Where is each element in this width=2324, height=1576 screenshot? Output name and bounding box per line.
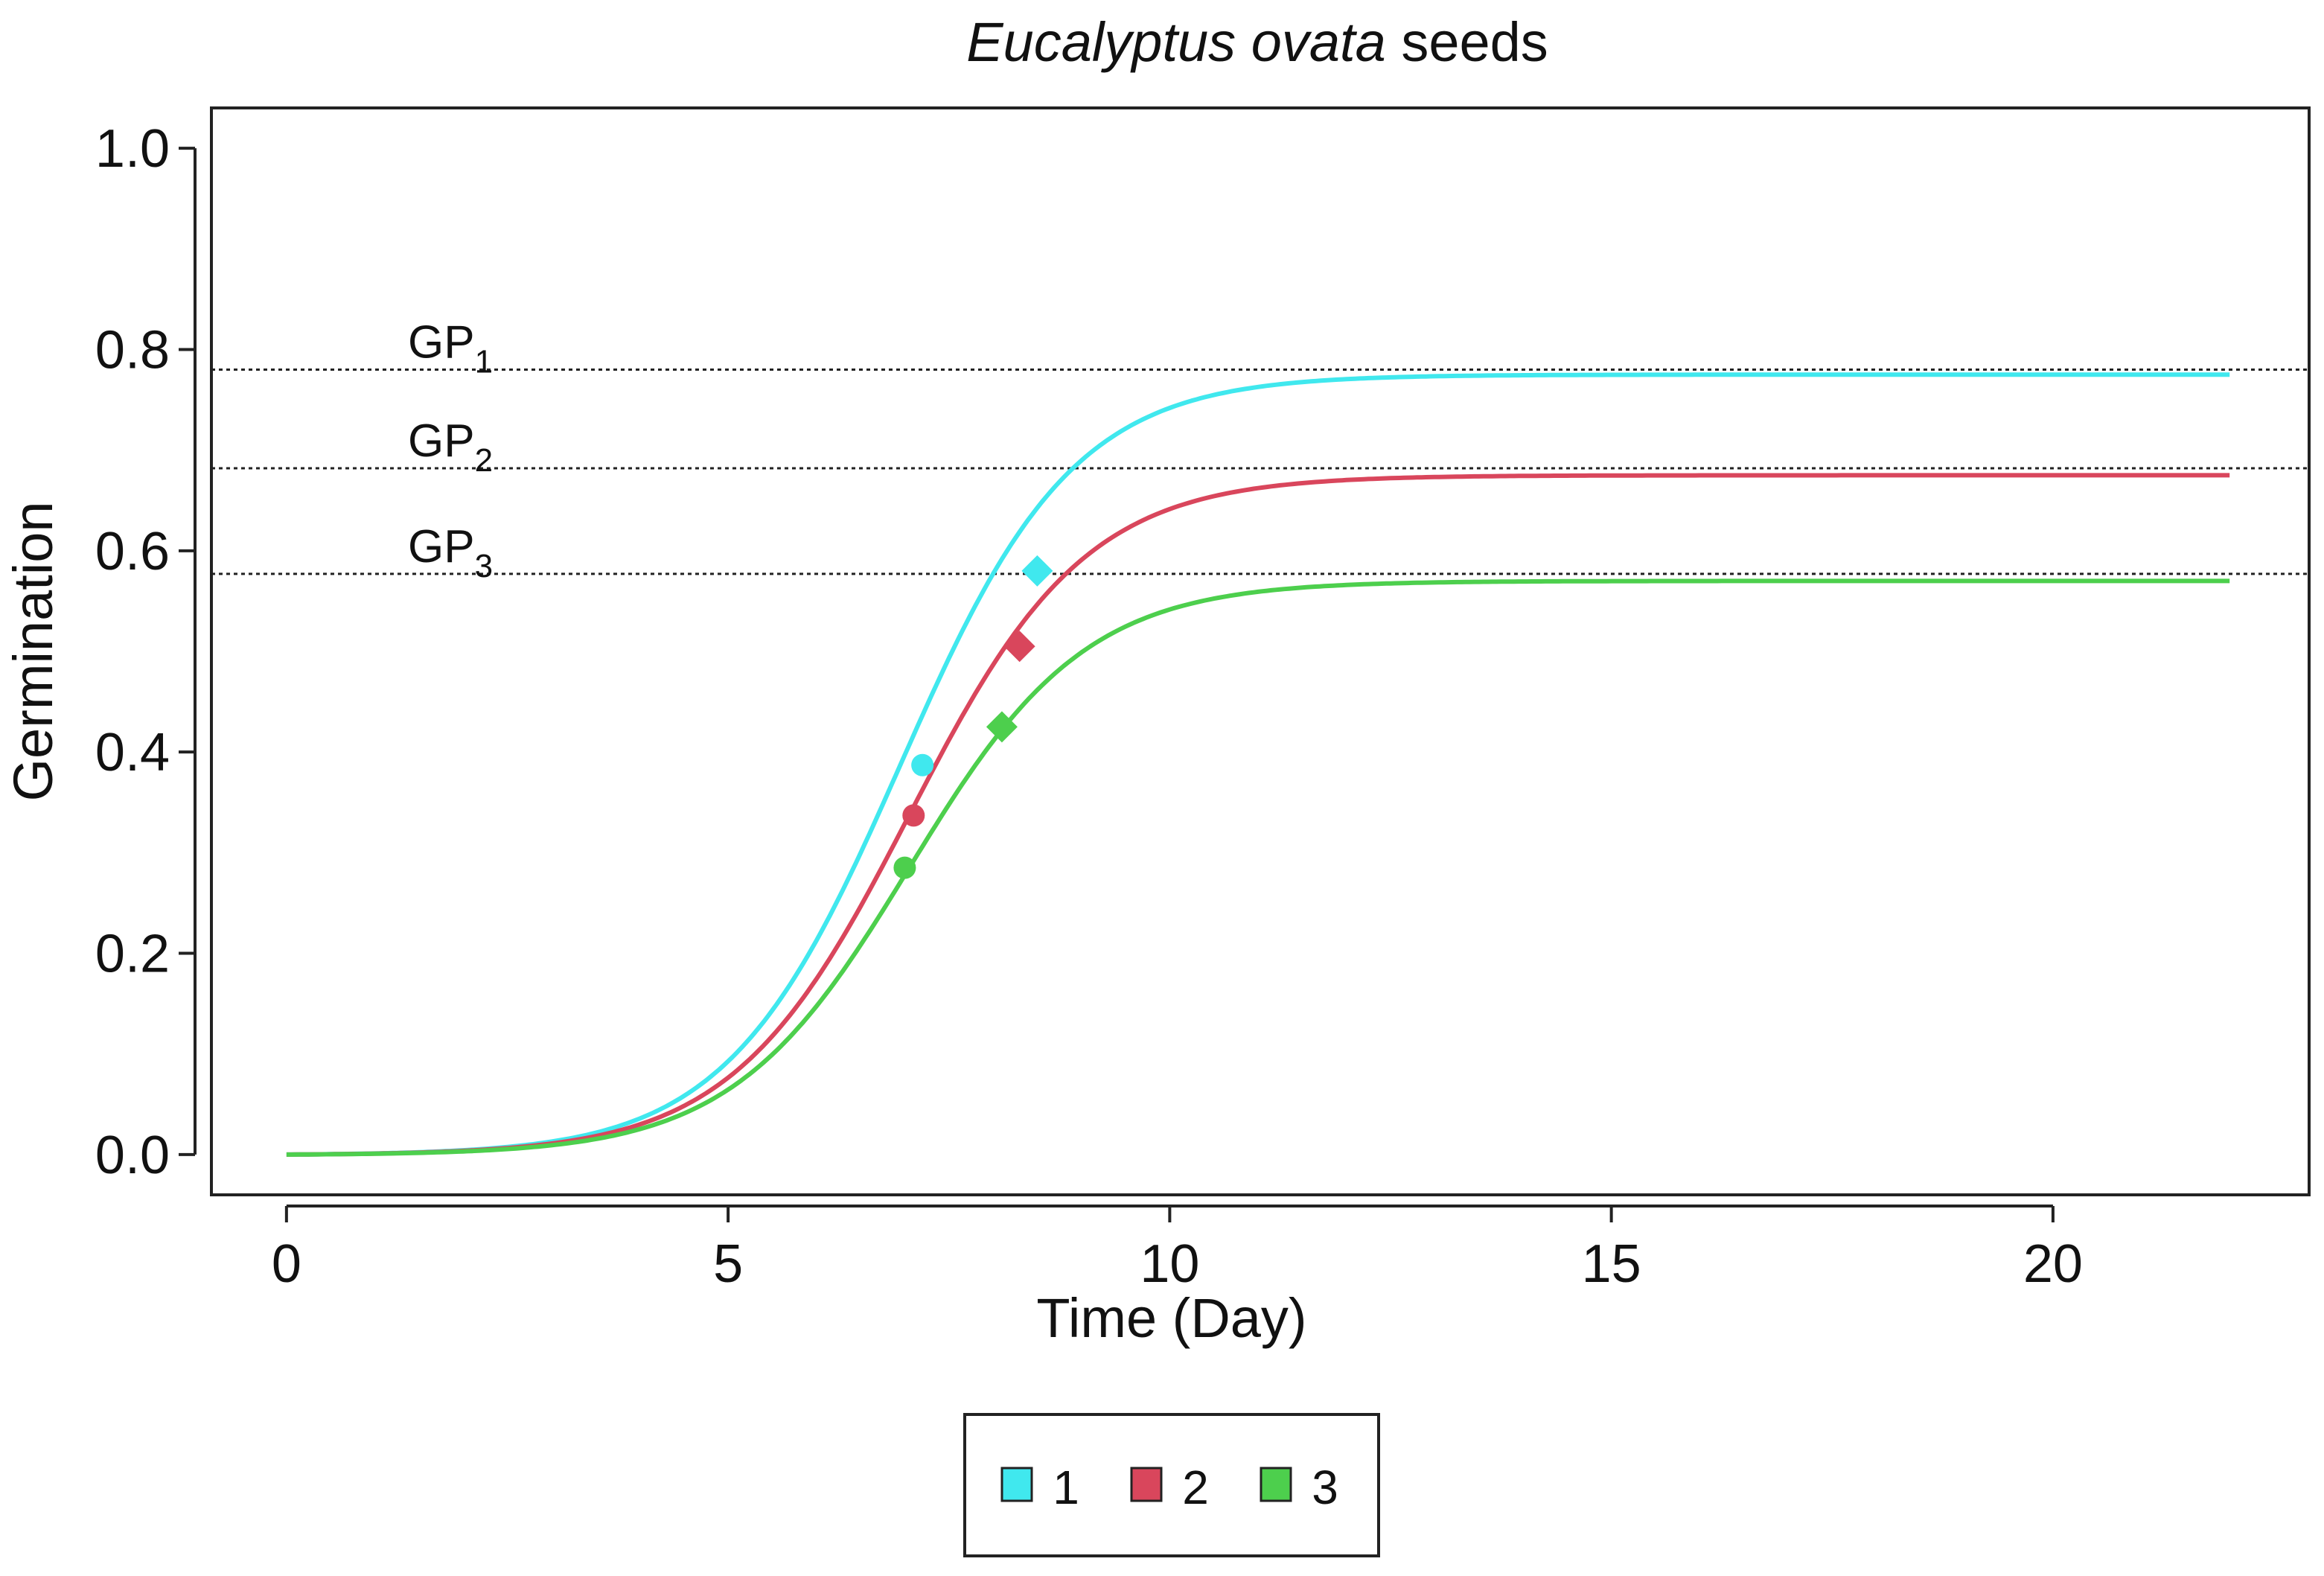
series-3-curve bbox=[286, 578, 2230, 1157]
gp-label-3: GP3 bbox=[408, 521, 493, 584]
legend-items: 1 2 3 bbox=[1000, 1461, 1338, 1514]
x-axis-label: Time (Day) bbox=[1036, 1287, 1306, 1349]
series-1-curve bbox=[286, 372, 2230, 1157]
series-1-circle-marker bbox=[911, 753, 934, 776]
chart-title: Eucalyptus ovata seeds bbox=[966, 11, 1548, 73]
series-3-diamond-marker bbox=[986, 711, 1018, 743]
gp-label-text: GP bbox=[408, 415, 475, 467]
y-tick-label: 0.8 bbox=[95, 320, 170, 380]
y-tick-label: 0.0 bbox=[95, 1126, 170, 1185]
gp-label-1: GP1 bbox=[408, 316, 493, 380]
legend: 1 2 3 bbox=[963, 1413, 1380, 1557]
gp-label-subscript: 3 bbox=[475, 548, 493, 584]
legend-label-2: 2 bbox=[1182, 1461, 1209, 1514]
axes: 0 5 10 15 20 0.0 0.2 0.4 0.6 0.8 1.0 bbox=[95, 119, 2083, 1294]
legend-box bbox=[963, 1413, 1380, 1557]
x-tick-label: 0 bbox=[272, 1234, 301, 1294]
y-axis-label: Germination bbox=[2, 501, 64, 801]
chart-title-italic: Eucalyptus ovata bbox=[966, 11, 1386, 73]
curve-markers bbox=[893, 555, 1053, 879]
y-tick-label: 0.2 bbox=[95, 925, 170, 984]
series-2-curve bbox=[286, 473, 2230, 1157]
legend-swatch-1 bbox=[1000, 1467, 1033, 1502]
germination-curves bbox=[286, 372, 2230, 1157]
gp-label-2: GP2 bbox=[408, 415, 493, 479]
x-tick-label: 5 bbox=[713, 1234, 743, 1294]
chart-title-rest: seeds bbox=[1386, 11, 1548, 73]
legend-label-3: 3 bbox=[1312, 1461, 1338, 1514]
gp-label-subscript: 1 bbox=[475, 343, 493, 380]
y-tick-label: 0.6 bbox=[95, 522, 170, 581]
x-tick-label: 10 bbox=[1140, 1234, 1199, 1294]
series-2-diamond-marker bbox=[1003, 631, 1035, 663]
gp-label-text: GP bbox=[408, 316, 475, 368]
gp-label-text: GP bbox=[408, 521, 475, 572]
series-3-circle-marker bbox=[893, 856, 916, 879]
x-tick-label: 20 bbox=[2023, 1234, 2083, 1294]
x-tick-label: 15 bbox=[1582, 1234, 1641, 1294]
plot-frame bbox=[210, 106, 2311, 1196]
gp-label-subscript: 2 bbox=[475, 442, 493, 479]
series-2-circle-marker bbox=[902, 804, 925, 827]
legend-label-1: 1 bbox=[1053, 1461, 1079, 1514]
legend-swatch-3 bbox=[1260, 1467, 1292, 1502]
series-1-diamond-marker bbox=[1021, 555, 1053, 587]
y-tick-label: 1.0 bbox=[95, 119, 170, 179]
y-tick-label: 0.4 bbox=[95, 723, 170, 782]
legend-swatch-2 bbox=[1130, 1467, 1163, 1502]
